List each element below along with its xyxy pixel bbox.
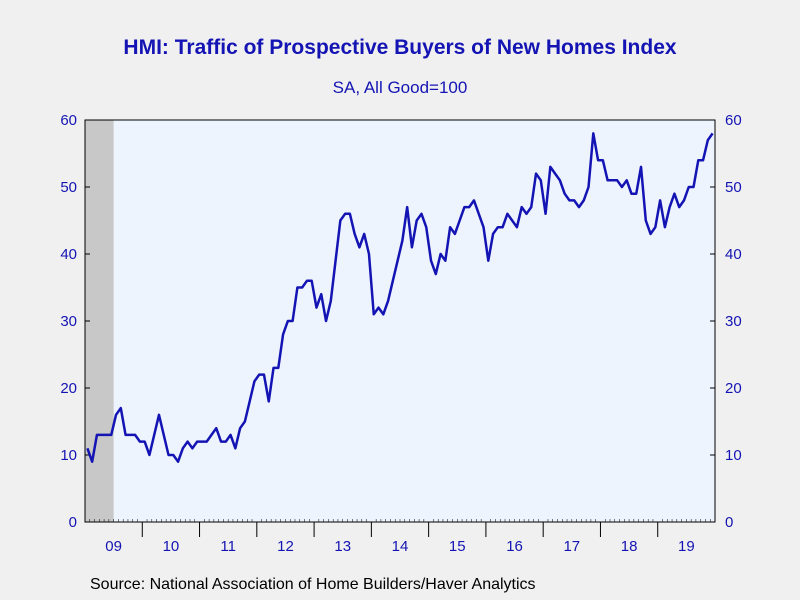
plot-area [85,120,715,522]
y-tick-label-left: 10 [60,447,77,464]
x-tick-label: 11 [220,538,236,555]
y-tick-label-left: 20 [60,380,77,397]
x-tick-label: 18 [621,538,638,555]
chart-title: HMI: Traffic of Prospective Buyers of Ne… [123,36,677,59]
y-tick-label-right: 0 [725,514,733,531]
x-tick-label: 13 [334,538,351,555]
y-tick-label-right: 40 [725,246,742,263]
x-tick-label: 10 [163,538,180,555]
y-tick-label-right: 10 [725,447,742,464]
y-tick-label-left: 40 [60,246,77,263]
x-tick-label: 09 [105,538,122,555]
x-tick-label: 17 [563,538,580,555]
y-tick-label-left: 0 [69,514,77,531]
x-tick-label: 15 [449,538,466,555]
source-note: Source: National Association of Home Bui… [90,576,536,593]
y-tick-label-right: 20 [725,380,742,397]
x-tick-label: 19 [678,538,695,555]
y-tick-label-right: 50 [725,179,742,196]
y-tick-label-left: 60 [60,112,77,129]
x-tick-label: 16 [506,538,523,555]
y-tick-label-right: 60 [725,112,742,129]
x-tick-label: 12 [277,538,294,555]
y-tick-label-right: 30 [725,313,742,330]
chart-subtitle: SA, All Good=100 [332,78,468,97]
y-tick-label-left: 30 [60,313,77,330]
x-tick-label: 14 [392,538,409,555]
y-tick-label-left: 50 [60,179,77,196]
series-line [86,132,714,463]
